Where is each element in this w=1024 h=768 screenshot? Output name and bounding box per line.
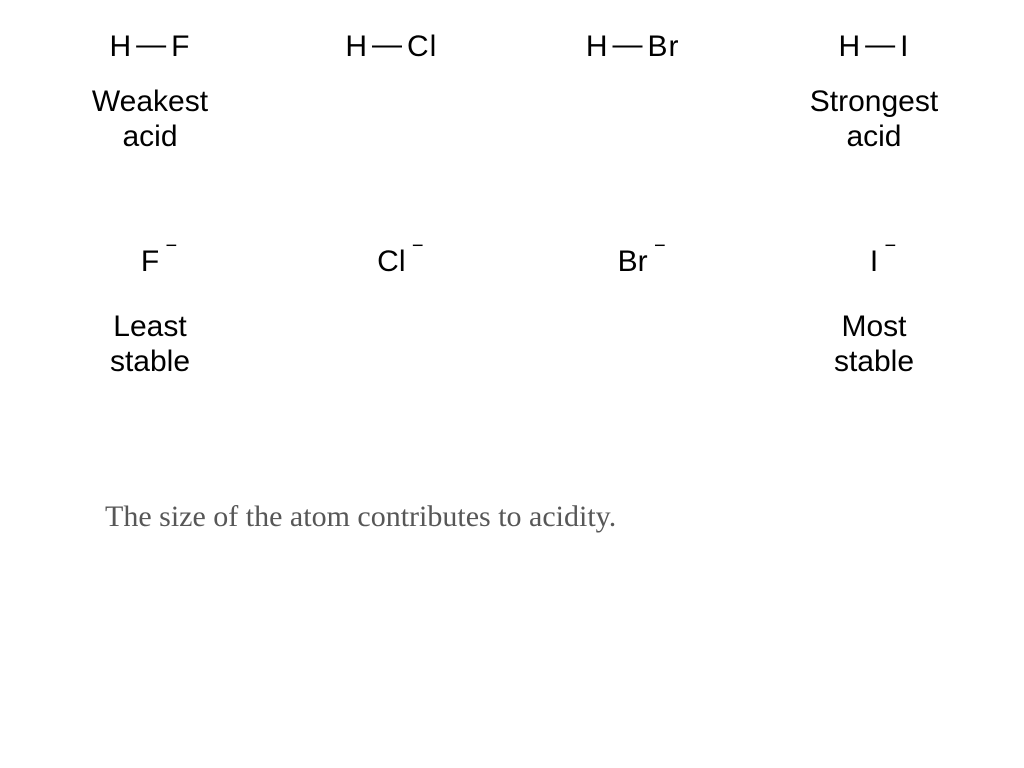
acid-left-3: H [838, 30, 861, 63]
anion-formula-1: Cl− [377, 245, 405, 279]
acid-right-0: F [171, 30, 190, 63]
bond-icon: — [136, 28, 167, 62]
acid-label-3-line2: acid [846, 120, 901, 153]
anion-label-0-line1: Least [113, 310, 186, 343]
acid-formula-3: H—I [838, 30, 909, 63]
acid-formula-1: H—Cl [345, 30, 437, 63]
acid-col-2: H—Br [533, 30, 733, 65]
anion-charge-2: − [654, 235, 666, 258]
anion-col-0: F− [50, 245, 250, 279]
anion-label-2 [533, 310, 733, 379]
acid-right-2: Br [647, 30, 679, 63]
acid-label-3-line1: Strongest [810, 85, 938, 118]
acid-col-0: H—F [50, 30, 250, 65]
anion-charge-3: − [884, 235, 896, 258]
anion-label-0: Least stable [50, 310, 250, 379]
acid-formula-row: H—F H—Cl H—Br H—I [0, 30, 1024, 65]
anion-label-3: Most stable [774, 310, 974, 379]
acid-left-2: H [586, 30, 609, 63]
acid-left-0: H [110, 30, 133, 63]
anion-label-3-line2: stable [834, 345, 914, 378]
bond-icon: — [372, 28, 403, 62]
acid-label-0-line2: acid [122, 120, 177, 153]
anion-charge-1: − [412, 235, 424, 258]
acid-col-1: H—Cl [291, 30, 491, 65]
anion-label-3-line1: Most [841, 310, 906, 343]
acid-formula-0: H—F [110, 30, 191, 63]
acid-label-0: Weakest acid [50, 85, 250, 154]
anion-col-1: Cl− [291, 245, 491, 279]
acid-formula-2: H—Br [586, 30, 680, 63]
anion-formula-2: Br− [618, 245, 648, 279]
anion-formula-0: F− [141, 245, 159, 279]
acid-col-3: H—I [774, 30, 974, 65]
acid-label-row: Weakest acid Strongest acid [0, 85, 1024, 154]
anion-symbol-0: F [141, 245, 159, 278]
anion-label-1 [291, 310, 491, 379]
acid-right-3: I [900, 30, 909, 63]
anion-symbol-3: I [870, 245, 878, 278]
anion-label-row: Least stable Most stable [0, 310, 1024, 379]
anion-charge-0: − [165, 235, 177, 258]
anion-col-3: I− [774, 245, 974, 279]
acid-label-0-line1: Weakest [92, 85, 208, 118]
acid-label-2 [533, 85, 733, 154]
bond-icon: — [612, 28, 643, 62]
caption-text: The size of the atom contributes to acid… [105, 500, 616, 534]
acid-label-1 [291, 85, 491, 154]
acid-right-1: Cl [407, 30, 437, 63]
anion-formula-3: I− [870, 245, 878, 279]
acid-left-1: H [345, 30, 368, 63]
diagram-canvas: H—F H—Cl H—Br H—I Weakest acid [0, 0, 1024, 768]
anion-formula-row: F− Cl− Br− I− [0, 245, 1024, 279]
anion-symbol-2: Br [618, 245, 648, 278]
anion-col-2: Br− [533, 245, 733, 279]
anion-symbol-1: Cl [377, 245, 405, 278]
anion-label-0-line2: stable [110, 345, 190, 378]
acid-label-3: Strongest acid [774, 85, 974, 154]
bond-icon: — [865, 28, 896, 62]
